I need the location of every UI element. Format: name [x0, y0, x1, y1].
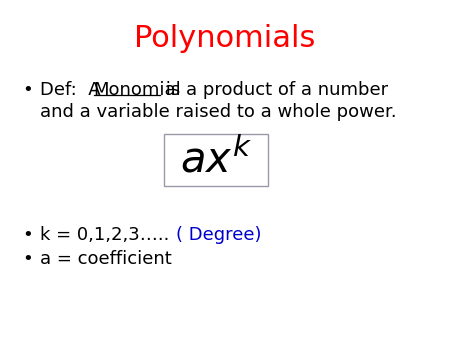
Text: and a variable raised to a whole power.: and a variable raised to a whole power.: [40, 103, 397, 121]
Text: is a product of a number: is a product of a number: [160, 81, 388, 99]
Text: ( Degree): ( Degree): [176, 226, 261, 244]
Text: $ax^k$: $ax^k$: [180, 138, 252, 181]
Text: Polynomials: Polynomials: [134, 24, 316, 53]
Text: •: •: [22, 250, 33, 268]
FancyBboxPatch shape: [164, 134, 268, 186]
Text: Def:  A: Def: A: [40, 81, 107, 99]
Text: a = coefficient: a = coefficient: [40, 250, 172, 268]
Text: •: •: [22, 81, 33, 99]
Text: •: •: [22, 226, 33, 244]
Text: k = 0,1,2,3…..: k = 0,1,2,3…..: [40, 226, 187, 244]
Text: Monomial: Monomial: [94, 81, 181, 99]
